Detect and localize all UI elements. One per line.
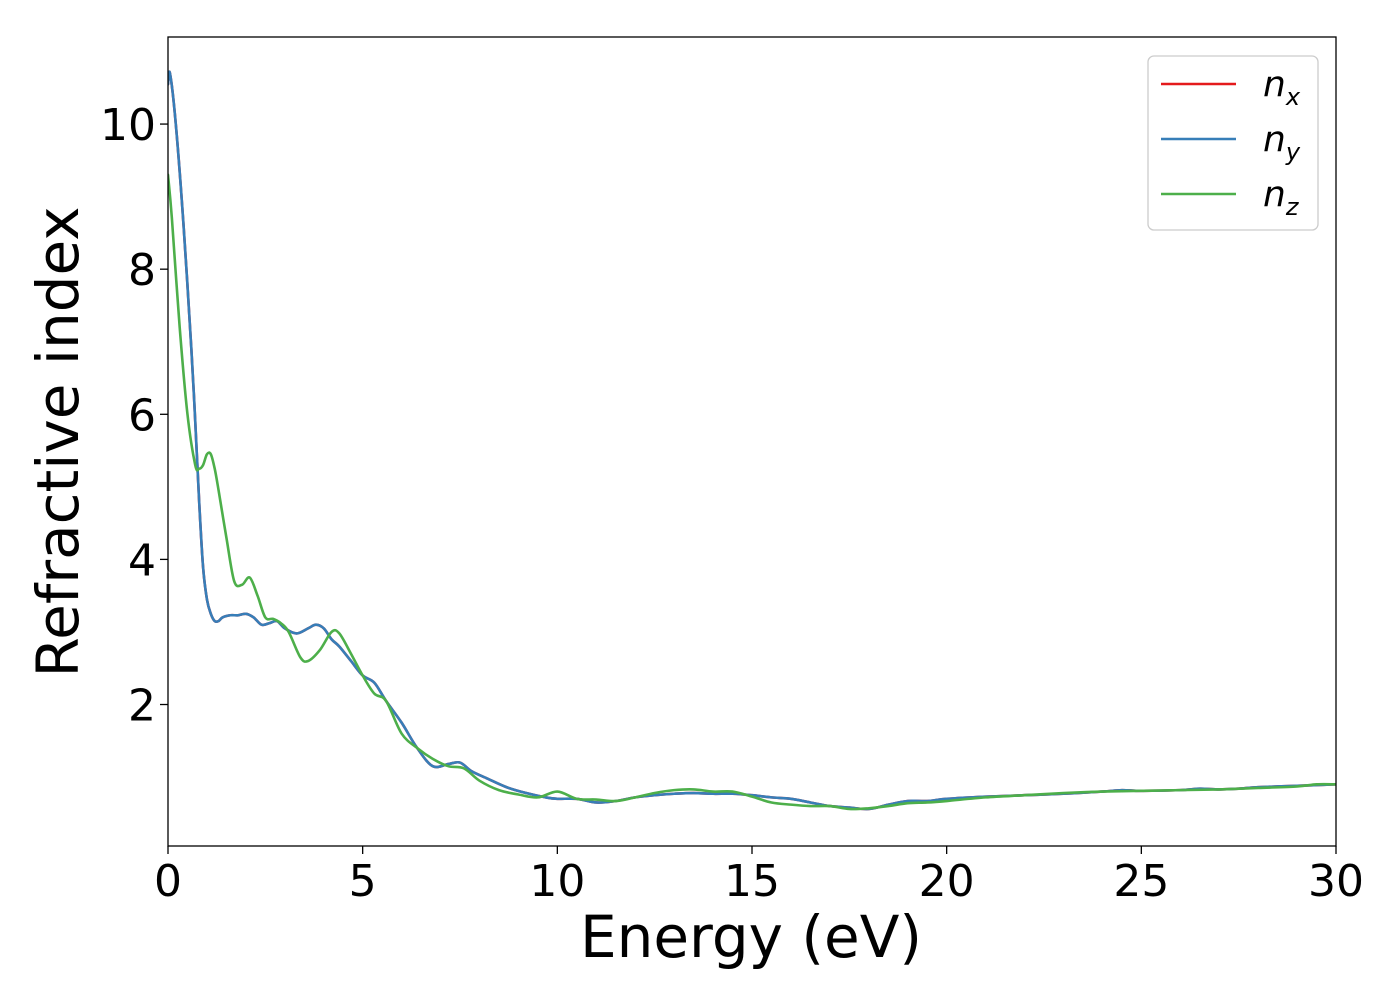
plot-lines <box>168 70 1336 811</box>
y-tick-label: 4 <box>128 535 156 586</box>
x-axis-title: Energy (eV) <box>580 903 922 971</box>
legend-label-ny: ny <box>1263 119 1301 166</box>
series-line-nz <box>168 173 1336 811</box>
legend-label-nz: nz <box>1263 174 1300 221</box>
x-tick-label: 20 <box>919 856 975 907</box>
y-tick-label: 8 <box>128 245 156 296</box>
x-axis: 0 5 10 15 20 25 30 <box>154 846 1364 907</box>
y-tick-label: 2 <box>128 681 156 732</box>
legend-label-nx: nx <box>1263 64 1301 111</box>
legend: nx ny nz <box>1147 55 1319 231</box>
x-tick-label: 5 <box>349 856 377 907</box>
x-tick-label: 25 <box>1113 856 1169 907</box>
y-tick-label: 6 <box>128 390 156 441</box>
y-tick-label: 10 <box>100 100 156 151</box>
x-tick-label: 15 <box>724 856 780 907</box>
legend-box <box>1147 55 1319 231</box>
x-tick-label: 0 <box>154 856 182 907</box>
y-axis-title: Refractive index <box>24 206 92 677</box>
x-tick-label: 10 <box>529 856 585 907</box>
y-axis: 2 4 6 8 10 <box>100 100 168 732</box>
x-tick-label: 30 <box>1308 856 1364 907</box>
